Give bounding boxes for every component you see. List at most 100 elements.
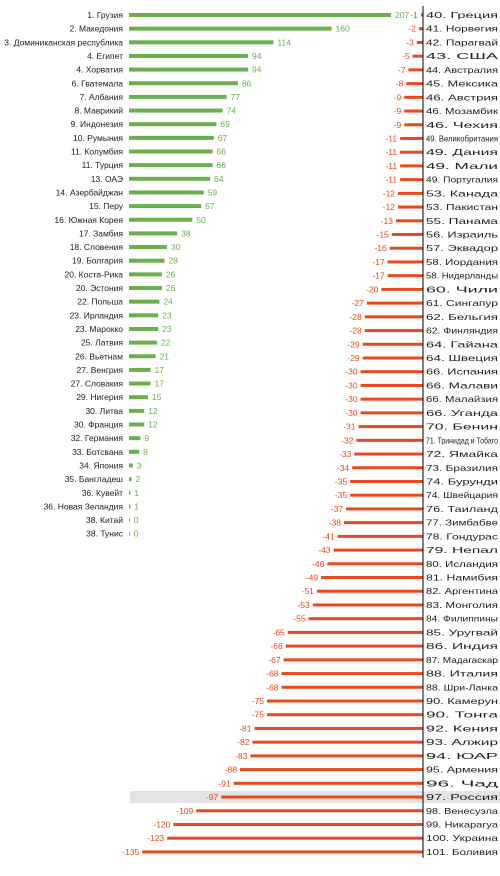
value-label: 114 (277, 37, 291, 47)
bar-positive (129, 108, 223, 113)
bar-label: 4. Хорватия (76, 65, 123, 75)
bar-label: 36. Кувейт (82, 488, 123, 498)
bar-positive (129, 176, 211, 181)
bar-negative (285, 644, 423, 648)
bar-negative (267, 699, 423, 703)
bar-negative (400, 150, 423, 154)
value-label: -31 (343, 422, 356, 432)
value-label: 69 (220, 119, 230, 129)
bar-label: 87. Мадагаскар (426, 655, 498, 665)
bar-negative (360, 411, 423, 415)
bar-negative (400, 136, 423, 140)
bar-label: 90. Камерун (426, 696, 498, 706)
value-label: 26 (166, 269, 176, 279)
value-label: -32 (341, 435, 354, 445)
bar-label: 66. Испания (426, 367, 499, 377)
bar-negative (254, 726, 423, 730)
bar-label: 53. Пакистан (426, 202, 498, 212)
bar-label: 80. Исландия (426, 559, 499, 569)
bar-label: 38. Тунис (86, 529, 124, 539)
bar-negative (358, 425, 423, 429)
bar-label: 76. Таиланд (426, 504, 498, 514)
bar-negative (387, 260, 423, 264)
value-label: 23 (162, 324, 172, 334)
positive-series: 1. Грузия 207 2. Македония 160 3. Доминиканс… (4, 10, 409, 539)
bar-label: 18. Словения (70, 242, 124, 252)
bar-label: 36. Новая Зеландия (44, 501, 124, 511)
value-label: -75 (252, 696, 265, 706)
bar-label: 97. Россия (426, 792, 499, 802)
value-label: -5 (402, 51, 410, 61)
value-label: -9 (394, 120, 402, 130)
value-label: -82 (237, 737, 250, 747)
bar-negative (327, 562, 423, 566)
bar-label: 84. Филиппины (426, 614, 498, 624)
bar-negative (167, 836, 423, 840)
bar-negative (408, 68, 423, 72)
bar-positive (129, 245, 167, 250)
bar-negative (308, 617, 423, 621)
value-label: 66 (217, 147, 227, 157)
bar-label: 23. Ирландия (70, 310, 124, 320)
bar-positive (129, 354, 156, 359)
bar-label: 88. Шри-Ланка (426, 682, 498, 692)
bar-label: 64. Гайана (426, 339, 498, 349)
value-label: -17 (372, 257, 385, 267)
value-label: 3 (137, 460, 142, 470)
bar-label: 3. Доминиканская республика (4, 37, 123, 47)
value-label: -53 (297, 600, 310, 610)
bar-negative (321, 576, 423, 580)
value-label: -30 (345, 394, 358, 404)
bar-negative (239, 768, 423, 772)
value-label: -20 (366, 284, 379, 294)
bar-negative (395, 219, 423, 223)
bar-positive (129, 463, 133, 468)
bar-label: 49. Дания (426, 147, 499, 157)
bar-label: 66. Малави (426, 380, 498, 390)
value-label: -51 (302, 586, 315, 596)
bar-label: 95. Армения (426, 765, 499, 775)
bar-positive (129, 531, 130, 536)
value-label: 0 (134, 529, 139, 539)
bar-label: 74. Бурунди (426, 476, 498, 486)
bar-negative (346, 507, 423, 511)
bar-negative (398, 205, 423, 209)
bar-label: 7. Албания (79, 92, 123, 102)
bar-positive (129, 449, 140, 454)
value-label: -46 (312, 559, 325, 569)
bar-label: 70. Бенин (426, 422, 499, 432)
bar-label: 46. Чехия (426, 120, 499, 130)
bar-label: 94. ЮАР (426, 751, 499, 761)
value-label: -11 (385, 147, 397, 157)
bar-label: 1. Грузия (87, 10, 123, 20)
bar-label: 98. Венесуэла (426, 806, 498, 816)
bar-positive (129, 408, 145, 413)
value-label: 12 (148, 420, 158, 430)
value-label: -55 (293, 614, 306, 624)
bar-label: 27. Словакия (71, 379, 124, 389)
bar-label: 61. Сингапур (426, 298, 498, 308)
bar-label: 43. США (426, 51, 499, 61)
bar-label: 62. Финляндия (426, 326, 498, 336)
bar-label: 74. Швейцария (426, 490, 498, 500)
bar-negative (398, 191, 423, 195)
value-label: -11 (385, 161, 397, 171)
bar-negative (312, 603, 423, 607)
value-label: -11 (385, 175, 397, 185)
value-label: -30 (345, 367, 358, 377)
value-label: -66 (270, 641, 283, 651)
bar-negative (362, 356, 423, 360)
bar-label: 11. Колумбия (71, 147, 124, 157)
bar-label: 22. Польша (77, 297, 123, 307)
bar-positive (129, 299, 160, 304)
bar-label: 53. Канада (426, 188, 498, 198)
bar-label: 92. Кения (426, 723, 499, 733)
bar-negative (281, 672, 423, 676)
value-label: 26 (166, 283, 176, 293)
bar-negative (250, 754, 423, 758)
bar-positive (129, 258, 165, 263)
bar-positive (129, 135, 214, 140)
bar-label: 85. Уругвай (426, 627, 498, 637)
bar-negative (196, 809, 423, 813)
